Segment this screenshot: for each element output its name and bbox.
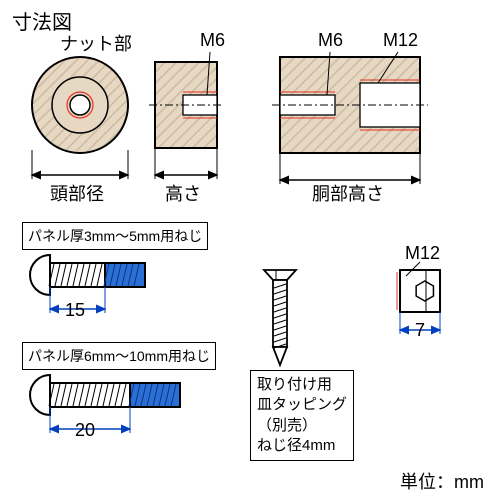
tapping-box: 取り付け用 皿タッピング （別売） ねじ径4mm <box>250 370 354 461</box>
nut-height-label: 高さ <box>165 180 201 206</box>
body-m6-label: M6 <box>318 30 343 51</box>
unit-label: 単位：mm <box>400 468 484 494</box>
tapping-line-3: （別売） <box>257 416 347 436</box>
setscrew-dim: 7 <box>415 320 425 341</box>
body-m12-label: M12 <box>383 30 418 51</box>
screw-short-box: パネル厚3mm～5mm用ねじ <box>22 222 208 250</box>
head-dia-label: 頭部径 <box>50 180 104 206</box>
nut-label: ナット部 <box>60 30 132 56</box>
body-height-label: 胴部高さ <box>312 180 384 206</box>
tapping-line-1: 取り付け用 <box>257 375 347 395</box>
screw-short-dim: 15 <box>65 300 85 321</box>
tapping-line-4: ねじ径4mm <box>257 436 347 456</box>
tapping-line-2: 皿タッピング <box>257 395 347 415</box>
screw-long-dim: 20 <box>75 420 95 441</box>
screw-long-box: パネル厚6mm～10mm用ねじ <box>22 342 216 370</box>
nut-m6-label: M6 <box>200 30 225 51</box>
setscrew-label: M12 <box>405 243 440 264</box>
